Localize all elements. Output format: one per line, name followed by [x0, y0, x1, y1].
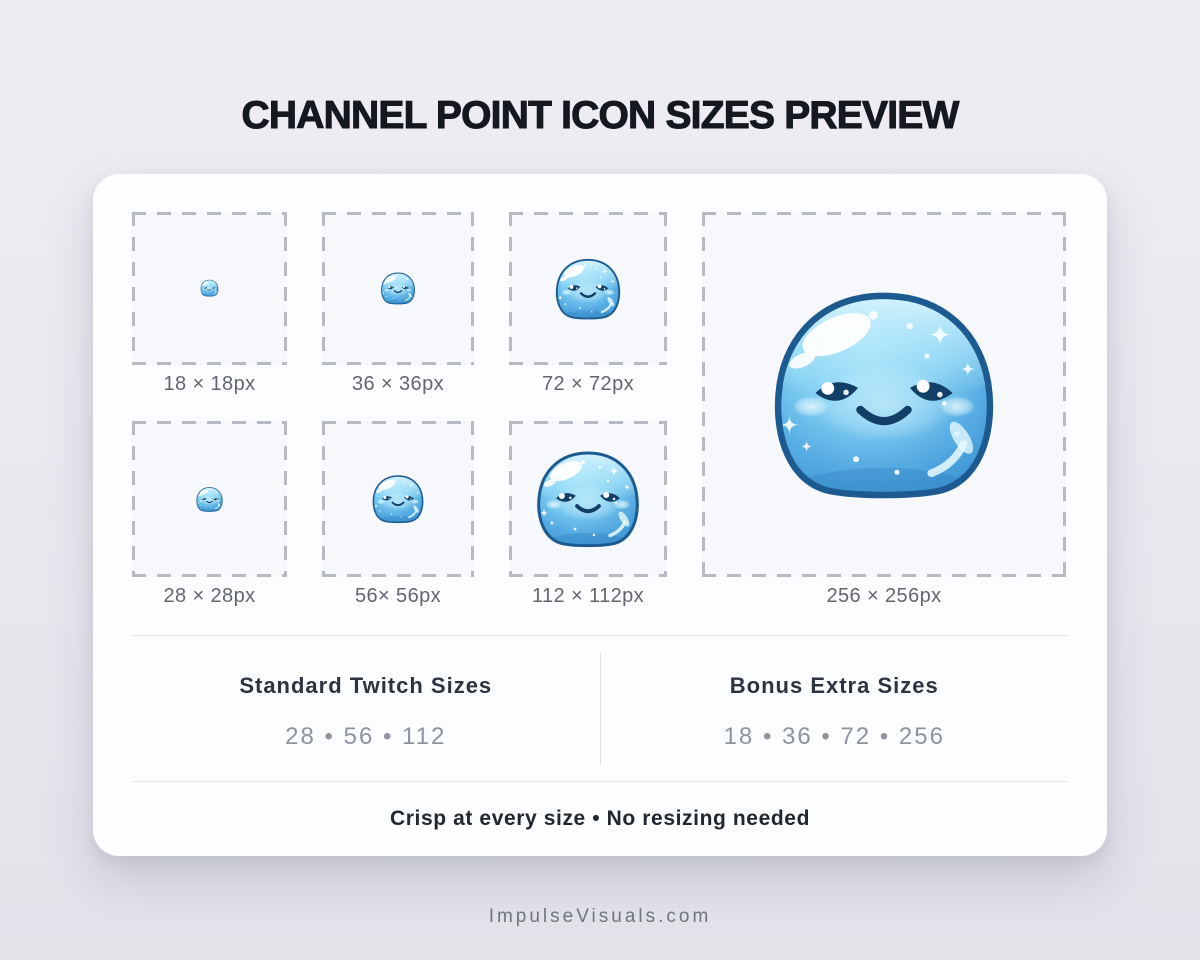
size-label: 56× 56px — [354, 584, 442, 607]
size-label: 28 × 28px — [163, 584, 256, 607]
size-box-256px — [702, 212, 1066, 577]
size-box-36px — [322, 212, 474, 365]
standard-sizes-column: Standard Twitch Sizes 28 • 56 • 112 — [132, 667, 600, 751]
standard-sizes-values: 28 • 56 • 112 — [285, 722, 447, 750]
preview-card: 18 × 18px 36 × 36px 72 × 72px 28 × 28px … — [93, 174, 1107, 856]
slime-icon — [199, 279, 220, 297]
bonus-sizes-values: 18 • 36 • 72 • 256 — [723, 722, 945, 750]
size-box-56px — [322, 421, 474, 577]
tagline: Crisp at every size • No resizing needed — [390, 807, 810, 830]
size-box-18px — [132, 212, 287, 365]
size-label: 18 × 18px — [163, 373, 256, 395]
size-label: 36 × 36px — [351, 373, 444, 395]
bonus-sizes-column: Bonus Extra Sizes 18 • 36 • 72 • 256 — [601, 667, 1069, 751]
slime-icon — [378, 271, 418, 306]
size-label: 72 × 72px — [541, 373, 634, 395]
size-label: 256 × 256px — [826, 584, 942, 607]
bonus-sizes-heading: Bonus Extra Sizes — [729, 672, 939, 698]
slime-icon — [755, 283, 1013, 507]
size-box-112px — [509, 421, 667, 577]
size-box-72px — [509, 212, 667, 365]
slime-icon — [368, 473, 428, 525]
size-box-28px — [132, 421, 287, 577]
divider — [132, 781, 1068, 782]
size-preview-grid: 18 × 18px 36 × 36px 72 × 72px 28 × 28px … — [132, 212, 1068, 611]
divider — [132, 635, 1068, 636]
slime-icon — [194, 486, 225, 513]
tagline-row: Crisp at every size • No resizing needed — [132, 782, 1068, 856]
sizes-summary: Standard Twitch Sizes 28 • 56 • 112 Bonu… — [132, 636, 1068, 781]
vertical-divider — [599, 652, 601, 765]
page-title: CHANNEL POINT ICON SIZES PREVIEW — [241, 94, 960, 138]
size-label: 112 × 112px — [531, 584, 645, 607]
slime-icon — [550, 256, 626, 322]
standard-sizes-heading: Standard Twitch Sizes — [239, 672, 493, 698]
slime-icon — [528, 447, 648, 551]
site-url: ImpulseVisuals.com — [488, 906, 712, 927]
